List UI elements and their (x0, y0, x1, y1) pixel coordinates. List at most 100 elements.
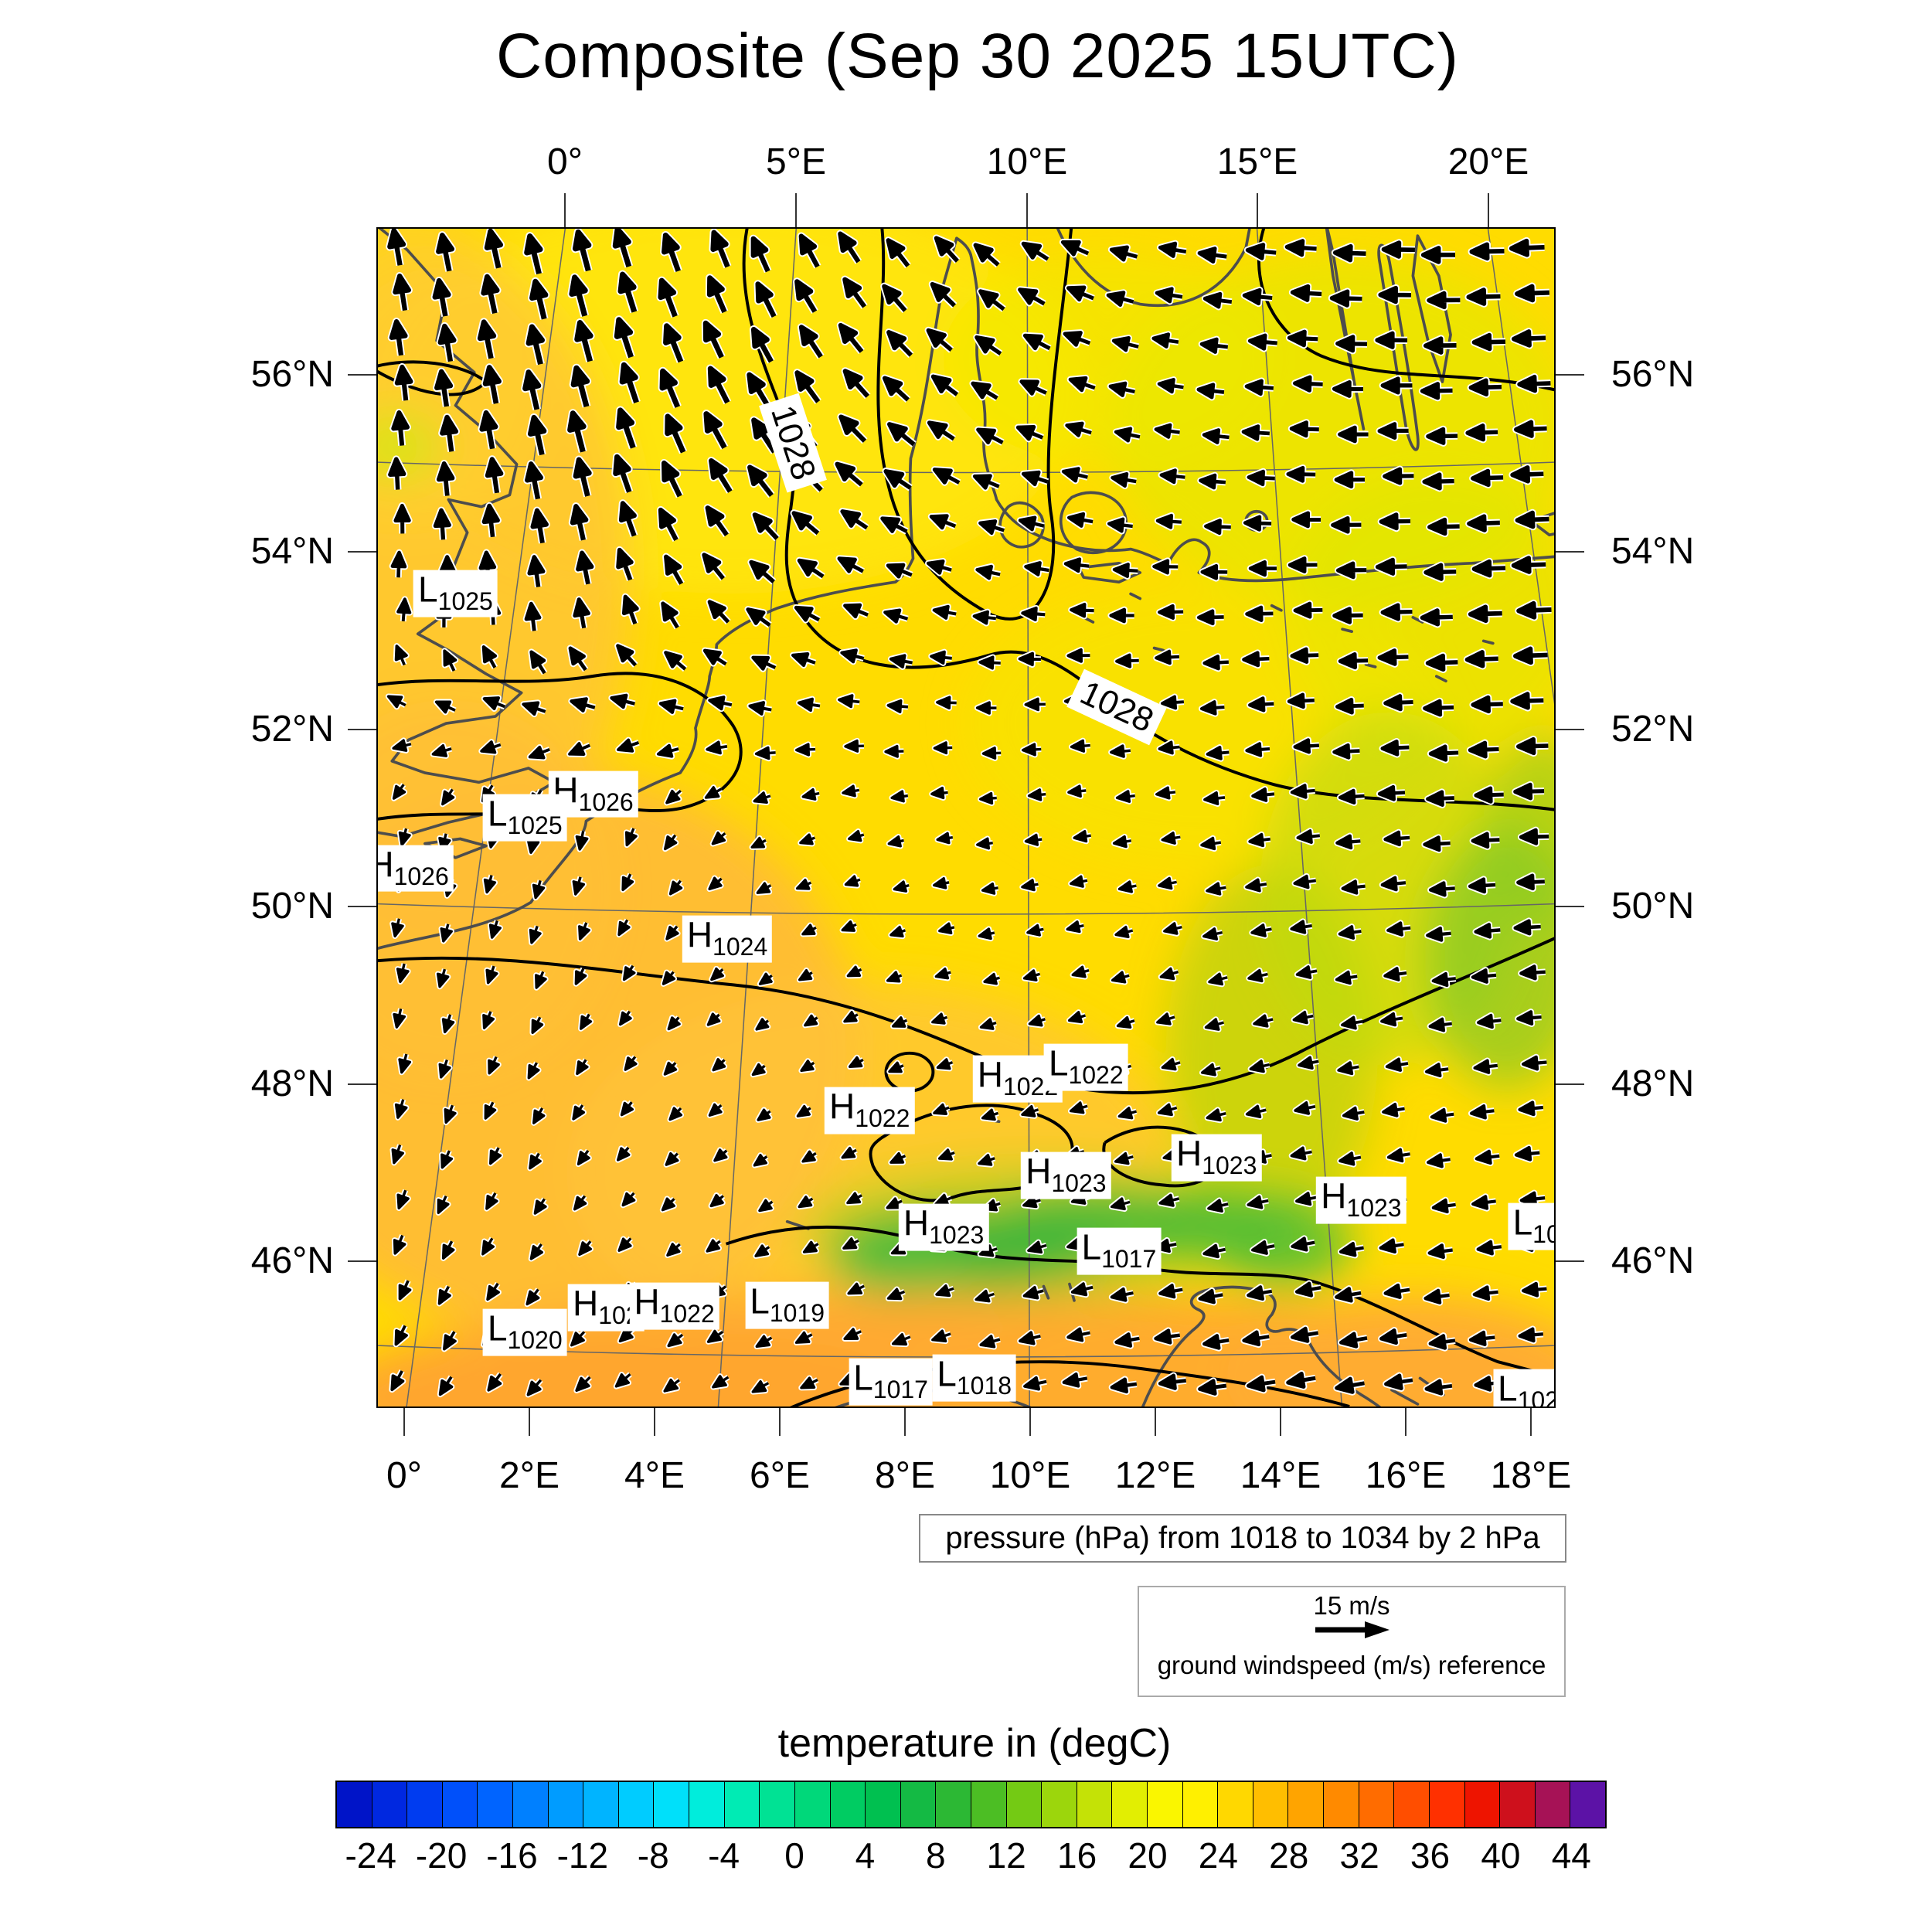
top-axis-label: 0° (547, 141, 583, 182)
bottom-axis-tick (904, 1408, 906, 1436)
top-axis-label: 5°E (766, 141, 826, 182)
colorbar-cell (1252, 1782, 1288, 1827)
right-axis-tick (1556, 551, 1584, 553)
top-axis-label: 15°E (1216, 141, 1298, 182)
bottom-axis-tick (529, 1408, 530, 1436)
pressure-extremum-label: L1019 (745, 1281, 830, 1329)
bottom-axis-tick (654, 1408, 655, 1436)
page-title: Composite (Sep 30 2025 15UTC) (496, 21, 1459, 91)
colorbar-tick-label: 16 (1056, 1835, 1097, 1876)
right-axis-label: 52°N (1611, 709, 1695, 750)
colorbar-cell (337, 1782, 372, 1827)
bottom-axis-label: 12°E (1114, 1455, 1196, 1496)
colorbar-cell (406, 1782, 442, 1827)
colorbar-cell (547, 1782, 583, 1827)
bottom-axis-tick (1530, 1408, 1532, 1436)
bottom-axis-tick (1280, 1408, 1281, 1436)
pressure-extremum-label: L1020 (482, 1308, 567, 1356)
bottom-axis-label: 10°E (989, 1455, 1071, 1496)
colorbar-cell (1182, 1782, 1218, 1827)
colorbar-tick-label: -8 (637, 1835, 669, 1876)
colorbar-cell (1287, 1782, 1324, 1827)
colorbar-cell (970, 1782, 1006, 1827)
pressure-extremum-label: H1023 (898, 1203, 989, 1251)
colorbar-title: temperature in (degC) (777, 1721, 1172, 1766)
colorbar-cell (1570, 1782, 1605, 1827)
pressure-extremum-label: H1023 (1316, 1176, 1406, 1224)
colorbar-cell (371, 1782, 407, 1827)
colorbar-cell (1041, 1782, 1077, 1827)
pressure-extremum-label: L102 (1493, 1369, 1554, 1406)
left-axis-tick (348, 1260, 376, 1262)
colorbar-tick-label: 24 (1198, 1835, 1238, 1876)
map-panel: 10281028L1025H1026L1025H1026H1024H1022H1… (376, 227, 1556, 1408)
colorbar-cell (865, 1782, 900, 1827)
colorbar-tick-label: -20 (415, 1835, 468, 1876)
left-axis-label: 54°N (250, 531, 334, 572)
colorbar-cell (689, 1782, 724, 1827)
bottom-axis-tick (403, 1408, 405, 1436)
colorbar-cell (1076, 1782, 1112, 1827)
colorbar-tick-label: 28 (1269, 1835, 1309, 1876)
bottom-axis-tick (1029, 1408, 1031, 1436)
right-axis-label: 46°N (1611, 1240, 1695, 1281)
top-axis-tick (1488, 193, 1489, 227)
pressure-extremum-label: L1025 (413, 570, 498, 617)
pressure-extremum-label: H1024 (682, 915, 773, 963)
pressure-extremum-label: L1018 (932, 1355, 1017, 1402)
top-axis-label: 20°E (1447, 141, 1529, 182)
colorbar-tick-label: 20 (1128, 1835, 1168, 1876)
bottom-axis-label: 4°E (624, 1455, 685, 1496)
colorbar-cell (794, 1782, 830, 1827)
bottom-axis-label: 16°E (1365, 1455, 1447, 1496)
left-axis-label: 52°N (250, 709, 334, 750)
colorbar-tick-label: 0 (784, 1835, 804, 1876)
top-axis-tick (1026, 193, 1028, 227)
right-axis-tick (1556, 729, 1584, 730)
colorbar-cell (1323, 1782, 1359, 1827)
colorbar-cell (1111, 1782, 1148, 1827)
pressure-extremum-label: H1022 (824, 1087, 915, 1134)
isobar-contour-label: 1028 (759, 393, 828, 493)
colorbar-cell (441, 1782, 478, 1827)
left-axis-tick (348, 729, 376, 730)
colorbar-cell (935, 1782, 971, 1827)
colorbar-cell (1005, 1782, 1042, 1827)
colorbar-cell (653, 1782, 689, 1827)
colorbar-cell (759, 1782, 794, 1827)
colorbar-cell (1464, 1782, 1500, 1827)
pressure-legend-text: pressure (hPa) from 1018 to 1034 by 2 hP… (945, 1521, 1540, 1555)
isobar-contour-label: 1028 (1066, 668, 1167, 746)
colorbar-tick-label: 32 (1339, 1835, 1379, 1876)
left-axis-label: 48°N (250, 1063, 334, 1104)
pressure-extremum-label: L1022 (1043, 1043, 1128, 1091)
colorbar-tick-label: 40 (1481, 1835, 1521, 1876)
colorbar-tick-label: 44 (1551, 1835, 1591, 1876)
right-axis-tick (1556, 1083, 1584, 1085)
top-axis-label: 10°E (986, 141, 1068, 182)
top-axis-tick (795, 193, 797, 227)
colorbar-cell (617, 1782, 654, 1827)
colorbar-tick-label: -12 (556, 1835, 609, 1876)
colorbar-cell (1217, 1782, 1253, 1827)
colorbar-cell (1534, 1782, 1570, 1827)
colorbar (335, 1781, 1607, 1828)
left-axis-tick (348, 374, 376, 376)
pressure-extremum-label: H1023 (1021, 1151, 1111, 1199)
right-axis-label: 56°N (1611, 354, 1695, 395)
top-axis-tick (1257, 193, 1258, 227)
wind-reference-arrow-icon (1315, 1621, 1389, 1638)
colorbar-cell (512, 1782, 548, 1827)
colorbar-cell (477, 1782, 513, 1827)
wind-reference-caption: ground windspeed (m/s) reference (1157, 1651, 1546, 1679)
left-axis-tick (348, 551, 376, 553)
pressure-legend-box: pressure (hPa) from 1018 to 1034 by 2 hP… (919, 1514, 1566, 1563)
pressure-extremum-label: L1017 (1077, 1227, 1162, 1275)
bottom-axis-tick (1155, 1408, 1156, 1436)
colorbar-tick-label: 8 (926, 1835, 946, 1876)
colorbar-cell (900, 1782, 936, 1827)
pressure-extremum-label: H1026 (378, 845, 454, 892)
colorbar-tick-label: -24 (345, 1835, 396, 1876)
right-axis-tick (1556, 374, 1584, 376)
